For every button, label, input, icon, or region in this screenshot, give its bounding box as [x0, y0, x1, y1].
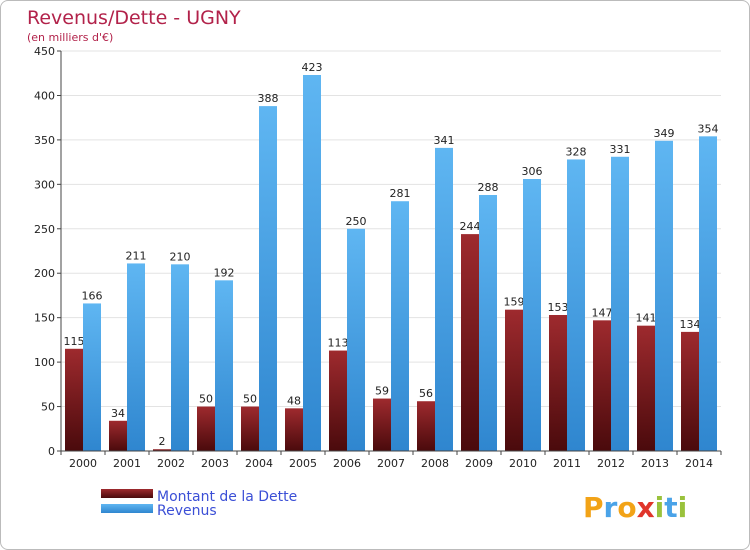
y-tick-label: 300: [34, 178, 55, 191]
data-label: 349: [654, 127, 675, 140]
x-tick-label: 2006: [333, 457, 361, 470]
x-tick-label: 2000: [69, 457, 97, 470]
bar-dette: [593, 320, 611, 451]
bar-dette: [549, 315, 567, 451]
legend-label-debt: Montant de la Dette: [157, 489, 297, 505]
x-tick-label: 2008: [421, 457, 449, 470]
bar-revenus: [215, 280, 233, 451]
bar-revenus: [655, 140, 673, 451]
data-label: 281: [390, 187, 411, 200]
bar-revenus: [567, 159, 585, 451]
bars: 115 166 34 211 2 210 50 192 50 388 48 423 113 250 59 28…: [64, 61, 719, 452]
x-tick-label: 2004: [245, 457, 273, 470]
bar-revenus: [127, 263, 145, 451]
bar-dette: [65, 348, 83, 451]
x-axis: 2000 2001 2002 2003 2004 2005 2006 2007 2008 2009…: [60, 450, 722, 470]
data-label: 211: [126, 249, 147, 262]
bar-dette: [417, 401, 435, 451]
data-label: 250: [346, 215, 367, 228]
bar-dette: [241, 406, 259, 451]
legend: Montant de la Dette Revenus: [101, 489, 297, 519]
data-label: 306: [522, 165, 543, 178]
data-label: 166: [82, 289, 103, 302]
data-label: 244: [460, 220, 481, 233]
x-tick-label: 2002: [157, 457, 185, 470]
y-tick-label: 0: [48, 445, 55, 458]
bar-revenus: [303, 75, 321, 451]
y-tick-label: 450: [34, 45, 55, 58]
data-label: 354: [698, 122, 719, 135]
data-label: 50: [199, 393, 213, 406]
y-tick-label: 200: [34, 267, 55, 280]
y-axis: 0 50 100 150 200 250 300 350 400 450: [34, 45, 62, 458]
data-label: 153: [548, 301, 569, 314]
svg-text:Proxiti: Proxiti: [583, 491, 687, 524]
y-tick-label: 400: [34, 89, 55, 102]
bar-dette: [329, 350, 347, 451]
bar-dette: [109, 420, 127, 451]
data-label: 48: [287, 394, 301, 407]
bar-revenus: [479, 195, 497, 451]
bar-dette: [461, 234, 479, 451]
chart-subtitle: (en milliers d'€): [27, 31, 113, 44]
data-label: 141: [636, 312, 657, 325]
data-label: 331: [610, 143, 631, 156]
bar-revenus: [259, 106, 277, 451]
legend-swatch-debt: [101, 489, 153, 498]
bar-revenus: [523, 179, 541, 451]
bar-dette: [681, 331, 699, 451]
y-tick-label: 50: [41, 401, 55, 414]
data-label: 159: [504, 296, 525, 309]
x-tick-label: 2011: [553, 457, 581, 470]
bar-revenus: [699, 136, 717, 452]
bar-revenus: [83, 303, 101, 451]
y-tick-label: 100: [34, 356, 55, 369]
x-tick-label: 2012: [597, 457, 625, 470]
bar-revenus: [347, 228, 365, 451]
y-tick-label: 150: [34, 312, 55, 325]
data-label: 34: [111, 407, 125, 420]
x-tick-label: 2009: [465, 457, 493, 470]
data-label: 50: [243, 393, 257, 406]
x-tick-label: 2014: [685, 457, 713, 470]
bar-revenus: [435, 147, 453, 451]
legend-swatch-revenus: [101, 504, 153, 513]
bar-dette: [153, 449, 171, 451]
chart-title: Revenus/Dette - UGNY: [27, 7, 241, 29]
data-label: 388: [258, 92, 279, 105]
bar-dette: [637, 325, 655, 451]
bar-revenus: [391, 201, 409, 451]
bar-revenus: [611, 156, 629, 451]
data-label: 328: [566, 145, 587, 158]
data-label: 288: [478, 181, 499, 194]
legend-label-revenus: Revenus: [157, 503, 217, 519]
x-tick-label: 2007: [377, 457, 405, 470]
y-tick-label: 250: [34, 223, 55, 236]
bar-dette: [285, 408, 303, 451]
data-label: 192: [214, 266, 235, 279]
x-tick-label: 2010: [509, 457, 537, 470]
x-tick-label: 2001: [113, 457, 141, 470]
x-tick-label: 2013: [641, 457, 669, 470]
bar-dette: [505, 309, 523, 451]
data-label: 115: [64, 335, 85, 348]
y-tick-label: 350: [34, 134, 55, 147]
data-label: 56: [419, 387, 433, 400]
data-label: 341: [434, 134, 455, 147]
x-tick-label: 2005: [289, 457, 317, 470]
bar-revenus: [171, 264, 189, 451]
data-label: 147: [592, 306, 613, 319]
data-label: 59: [375, 385, 389, 398]
data-label: 113: [328, 337, 349, 350]
data-label: 423: [302, 61, 323, 74]
bar-dette: [373, 398, 391, 451]
data-label: 2: [159, 435, 166, 448]
proxiti-logo: Proxiti: [583, 491, 687, 524]
data-label: 210: [170, 250, 191, 263]
data-label: 134: [680, 318, 701, 331]
x-tick-label: 2003: [201, 457, 229, 470]
bar-dette: [197, 406, 215, 451]
